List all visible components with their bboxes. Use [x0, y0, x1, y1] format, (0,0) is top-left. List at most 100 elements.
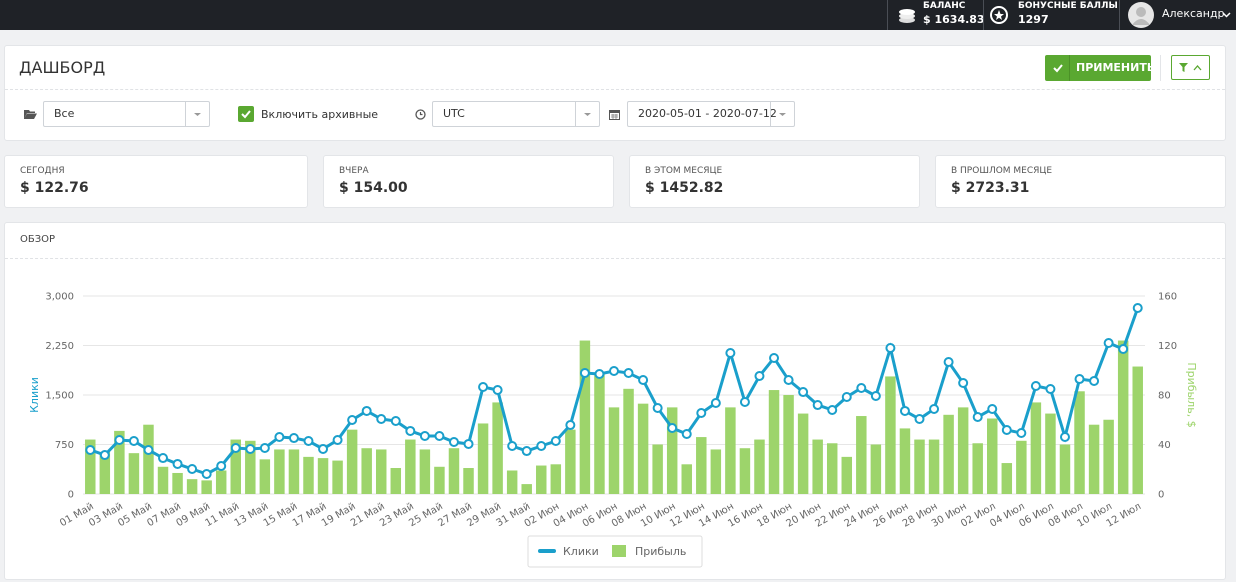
- point: [463, 438, 474, 449]
- bar: [594, 372, 605, 494]
- bar: [405, 439, 416, 494]
- point: [769, 352, 780, 363]
- point: [1045, 383, 1056, 394]
- group-select[interactable]: Все: [43, 101, 210, 127]
- divider: [5, 89, 1225, 90]
- bar: [390, 468, 402, 494]
- overview-panel: ОБЗОР: [4, 222, 1226, 580]
- coins-icon: [899, 9, 915, 23]
- legend-swatch: [538, 549, 556, 553]
- bar: [928, 439, 940, 494]
- point: [1103, 337, 1114, 348]
- clock-icon: [415, 109, 426, 120]
- point: [1001, 424, 1012, 435]
- point: [579, 368, 590, 379]
- bar: [201, 480, 212, 494]
- point: [288, 433, 299, 444]
- separator: [1160, 55, 1161, 81]
- bar: [1045, 413, 1056, 494]
- y2-tick-label: 120: [1158, 341, 1177, 352]
- point: [798, 387, 809, 398]
- legend-label: Прибыль: [635, 545, 686, 558]
- bar: [608, 407, 620, 494]
- bar: [303, 456, 314, 494]
- bar: [841, 456, 853, 494]
- balance-label: БАЛАНС: [923, 1, 966, 11]
- stat-card: В ПРОШЛОМ МЕСЯЦЕ $ 2723.31: [935, 155, 1226, 208]
- point: [318, 443, 329, 454]
- point: [841, 391, 852, 402]
- check-icon: [1053, 64, 1063, 73]
- bar: [739, 448, 751, 494]
- point: [754, 370, 765, 381]
- bar: [361, 448, 372, 494]
- filter-toggle[interactable]: [1171, 55, 1210, 80]
- archive-checkbox[interactable]: [238, 106, 254, 122]
- point: [885, 343, 896, 354]
- point: [1132, 303, 1143, 314]
- bar: [434, 466, 445, 494]
- bar: [812, 439, 823, 494]
- point: [667, 423, 678, 433]
- stat-card: ВЧЕРА $ 154.00: [323, 155, 614, 208]
- select-arrow: [185, 102, 209, 126]
- bar: [536, 465, 547, 494]
- point: [521, 446, 532, 457]
- point: [710, 397, 721, 408]
- bar: [215, 470, 227, 494]
- point: [1016, 428, 1027, 439]
- period-select[interactable]: 2020-05-01 - 2020-07-12: [627, 101, 795, 127]
- top-bar: БАЛАНС $ 1634.83 БОНУСНЫЕ БАЛЛЫ 1297 Але…: [0, 0, 1236, 30]
- bar: [332, 460, 343, 494]
- point: [609, 365, 619, 376]
- point: [492, 384, 503, 395]
- apply-button[interactable]: ПРИМЕНИТЬ: [1045, 55, 1155, 81]
- point: [332, 435, 343, 446]
- bar: [477, 423, 489, 494]
- y-tick-label: 3,000: [45, 292, 74, 303]
- caret: [779, 113, 786, 116]
- balance-value: $ 1634.83: [923, 13, 985, 26]
- avatar[interactable]: [1127, 1, 1155, 29]
- point: [216, 461, 227, 472]
- stat-value: $ 2723.31: [951, 180, 1030, 196]
- point: [696, 408, 707, 419]
- bar: [346, 429, 358, 494]
- point: [405, 425, 416, 436]
- point: [1030, 381, 1041, 392]
- separator: [887, 0, 888, 30]
- user-name[interactable]: Александр: [1162, 7, 1225, 20]
- timezone-select[interactable]: UTC: [432, 101, 600, 127]
- bar: [1001, 463, 1013, 494]
- point: [507, 441, 518, 452]
- y-tick-label: 2,250: [45, 341, 74, 352]
- separator: [1069, 55, 1070, 81]
- bar: [128, 453, 140, 494]
- bar: [1132, 366, 1143, 494]
- bar: [579, 340, 591, 494]
- point: [943, 357, 954, 367]
- point: [99, 450, 110, 461]
- y-tick-label: 0: [68, 490, 74, 501]
- point: [419, 430, 430, 441]
- bar: [419, 449, 431, 494]
- bar: [1074, 391, 1085, 494]
- bar: [1059, 444, 1071, 494]
- point: [347, 415, 358, 426]
- bar: [768, 390, 780, 494]
- point: [245, 443, 256, 454]
- point: [128, 436, 139, 447]
- y-tick-label: 750: [55, 440, 74, 451]
- point: [929, 403, 940, 414]
- legend-swatch: [612, 545, 626, 557]
- period-value: 2020-05-01 - 2020-07-12: [638, 107, 777, 120]
- point: [783, 375, 794, 386]
- bar: [696, 437, 707, 494]
- stat-value: $ 122.76: [20, 180, 89, 196]
- bar: [1030, 402, 1042, 494]
- bar: [186, 479, 198, 494]
- point: [1059, 431, 1070, 442]
- point: [870, 390, 881, 401]
- point: [623, 368, 634, 379]
- point: [230, 442, 241, 453]
